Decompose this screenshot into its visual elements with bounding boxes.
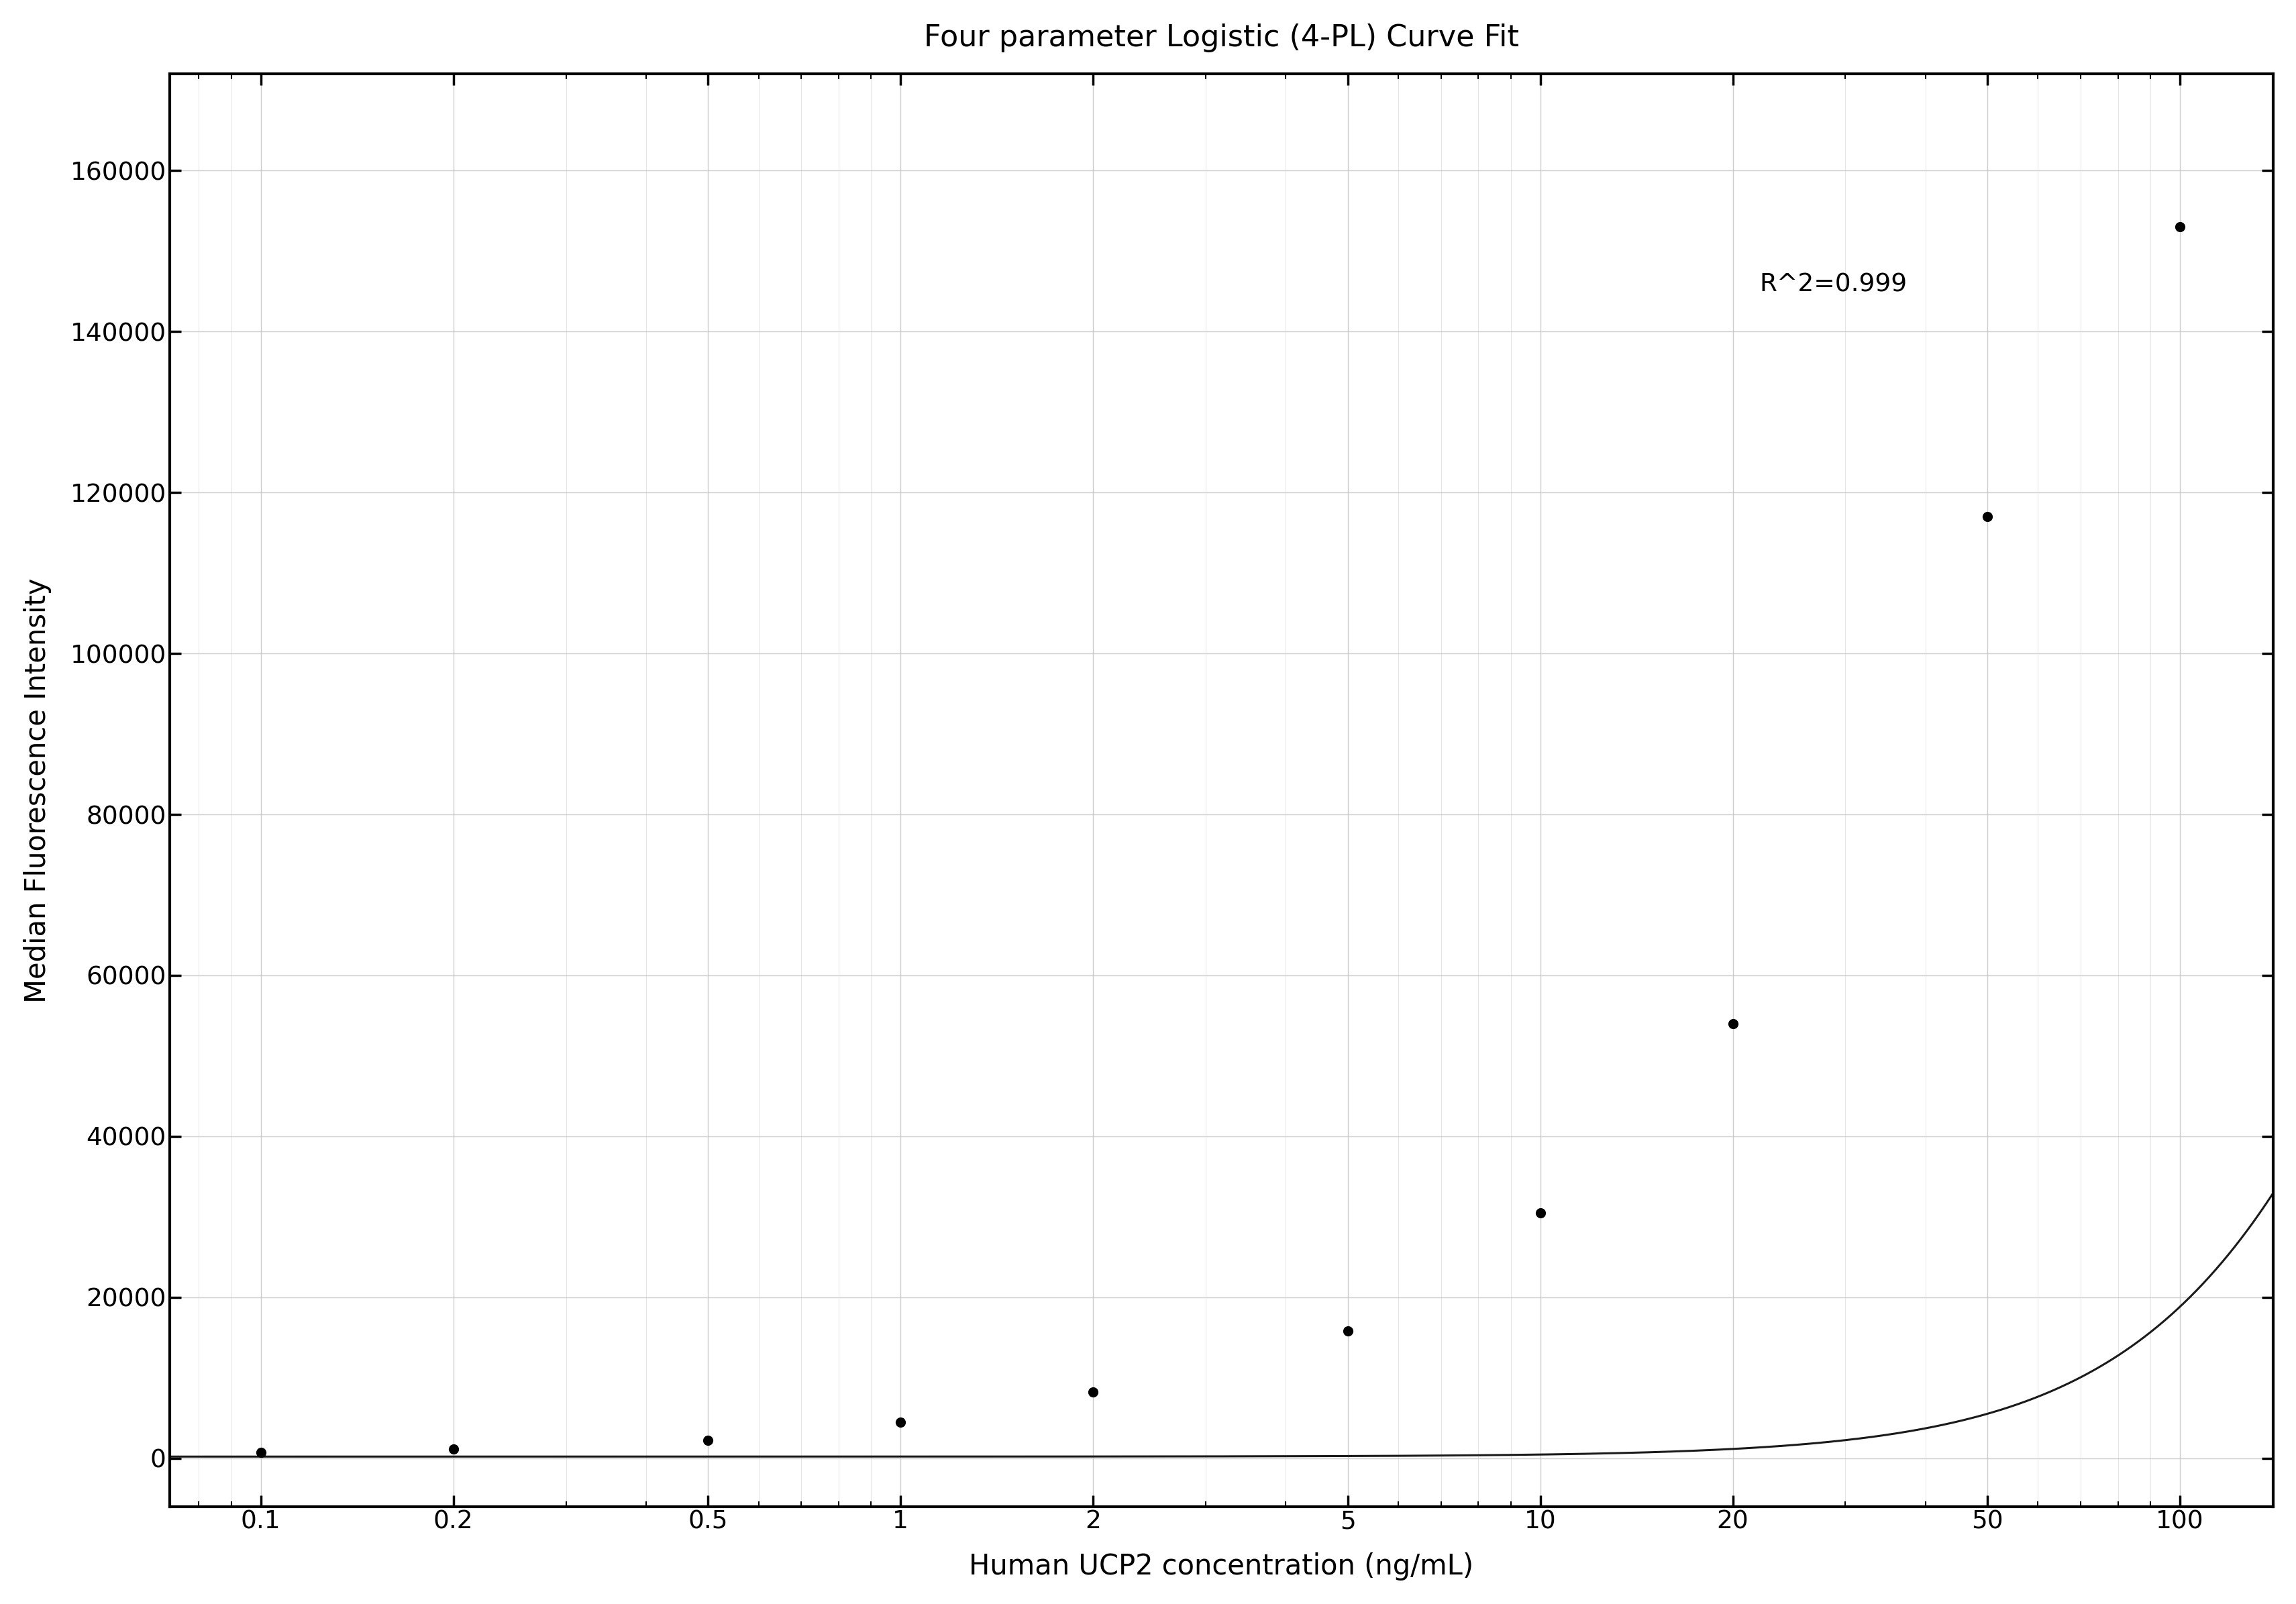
Point	[243, 1440, 280, 1466]
Point	[689, 1428, 726, 1453]
Point	[1713, 1011, 1750, 1036]
Point	[434, 1437, 471, 1463]
Y-axis label: Median Fluorescence Intensity: Median Fluorescence Intensity	[23, 577, 51, 1002]
X-axis label: Human UCP2 concentration (ng/mL): Human UCP2 concentration (ng/mL)	[969, 1553, 1474, 1580]
Text: R^2=0.999: R^2=0.999	[1759, 273, 1906, 297]
Point	[882, 1410, 918, 1436]
Title: Four parameter Logistic (4-PL) Curve Fit: Four parameter Logistic (4-PL) Curve Fit	[923, 24, 1518, 53]
Point	[1968, 504, 2004, 529]
Point	[2161, 213, 2197, 239]
Point	[1075, 1379, 1111, 1405]
Point	[1329, 1318, 1366, 1344]
Point	[1522, 1200, 1559, 1225]
